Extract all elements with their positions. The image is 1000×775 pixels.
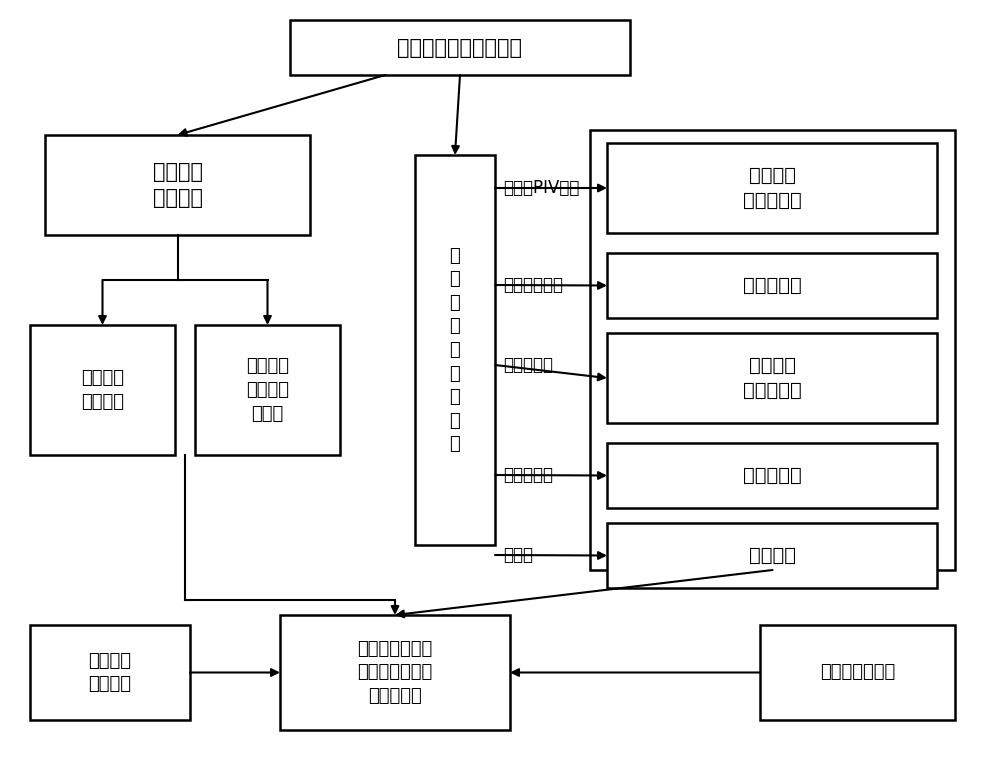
- Bar: [415, 155, 495, 545]
- Bar: [45, 135, 310, 235]
- Text: 三
相
间
滑
脱
特
性
试
验: 三 相 间 滑 脱 特 性 试 验: [450, 246, 460, 453]
- Text: 岩屑形状
修正因子: 岩屑形状 修正因子: [81, 369, 124, 411]
- Text: 多相流体动力学: 多相流体动力学: [820, 663, 895, 681]
- Bar: [607, 333, 937, 423]
- Text: 高速摄像机: 高速摄像机: [503, 356, 553, 374]
- Bar: [195, 325, 340, 455]
- Bar: [607, 443, 937, 508]
- Text: 截面含气率: 截面含气率: [743, 276, 801, 295]
- Bar: [607, 253, 937, 318]
- Text: 改进的PIV系统: 改进的PIV系统: [503, 179, 579, 197]
- Text: 总结现有
研究成果: 总结现有 研究成果: [88, 652, 132, 694]
- Bar: [607, 143, 937, 233]
- Bar: [290, 20, 630, 75]
- Text: 岩石形状
因子实验: 岩石形状 因子实验: [152, 162, 202, 208]
- Bar: [30, 325, 175, 455]
- Bar: [607, 523, 937, 588]
- Text: 岩屑滑脱
方式与速度: 岩屑滑脱 方式与速度: [743, 166, 801, 210]
- Text: 定电流法装置: 定电流法装置: [503, 276, 563, 294]
- Text: 岩屑分组和制备钻井液: 岩屑分组和制备钻井液: [398, 37, 522, 57]
- Bar: [590, 130, 955, 570]
- Text: 测试点压力: 测试点压力: [743, 466, 801, 485]
- Text: 过流流量: 过流流量: [748, 546, 796, 565]
- Bar: [280, 615, 510, 730]
- Bar: [30, 625, 190, 720]
- Bar: [760, 625, 955, 720]
- Text: 岩屑、气体滑脱
方式规律和滑脱
速度表达式: 岩屑、气体滑脱 方式规律和滑脱 速度表达式: [357, 640, 433, 705]
- Text: 压力传感器: 压力传感器: [503, 466, 553, 484]
- Text: 气体滑脱
方式与速度: 气体滑脱 方式与速度: [743, 356, 801, 400]
- Text: 岩屑在静
止钻井液
中沉速: 岩屑在静 止钻井液 中沉速: [246, 357, 289, 422]
- Text: 流量计: 流量计: [503, 546, 533, 564]
